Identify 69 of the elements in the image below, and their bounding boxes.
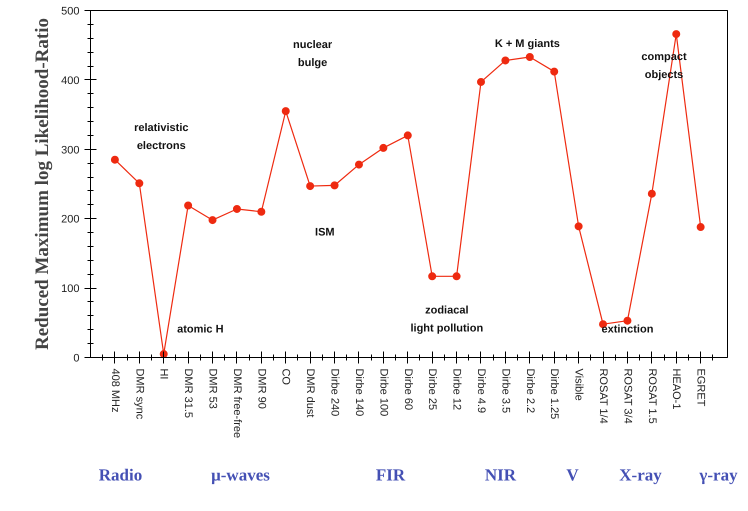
annotation: extinction [601,324,654,336]
text: Radio [98,466,142,484]
y-tick-label: 200 [61,214,80,226]
text: FIR [376,466,406,484]
x-tick-label: Dirbe 60 [402,368,414,410]
y-tick-label: 300 [61,144,80,156]
x-tick-label: DMR 31.5 [182,368,194,418]
x-tick-label: Dirbe 240 [328,368,341,416]
point [306,182,314,190]
point [208,216,217,224]
x-tick-label: ROSAT 3/4 [621,368,634,424]
x-tick-label: DMR 53 [206,368,219,409]
x-tick-label: ROSAT 1.5 [646,368,658,424]
x-tick-label: Dirbe 3.5 [499,368,512,414]
y-axis-title: Reduced Maximum log Likelihood-Ratio [32,18,54,350]
x-tick-label: DMR free-free [230,368,243,438]
point [428,272,436,280]
x-tick-label: CO [280,368,292,386]
x-tick-label: Dirbe 140 [352,368,365,416]
annotation: atomic H [177,324,224,336]
text: X-ray [619,466,662,484]
x-tick-label: DMR 90 [255,368,268,409]
x-tick-label: Dirbe 100 [377,368,390,416]
point [184,202,192,210]
annotation: ISM [315,226,335,239]
x-tick-label: Visible [572,368,585,401]
x-tick-label: Dirbe 1.25 [548,368,560,420]
point [354,160,363,169]
x-tick-label: ROSAT 1/4 [597,368,610,424]
annotation: K + M giants [494,38,560,50]
annotation: nuclear bulge [293,39,333,70]
x-tick-label: Dirbe 25 [426,368,438,410]
point [672,30,680,38]
text: μ-waves [211,466,270,484]
x-tick-label: Dirbe 12 [450,368,463,410]
point [282,107,290,116]
point [477,78,485,86]
y-tick-label: 400 [61,74,80,87]
point [574,222,583,230]
point [452,272,461,280]
text: γ-ray [698,466,738,484]
x-tick-label: EGRET [694,368,707,407]
y-tick-label: 100 [61,283,80,296]
x-tick-label: 408 MHz [108,368,121,413]
point [501,56,510,64]
point [648,190,656,198]
x-tick-label: DMR dust [304,368,316,418]
point [110,156,119,164]
y-tick-label: 500 [61,6,80,18]
point [257,208,266,216]
point [379,144,388,152]
point [696,223,705,232]
x-tick-label: Dirbe 2.2 [524,368,536,414]
point [623,316,632,325]
annotation: zodiacal light pollution [410,304,484,334]
point [330,181,339,190]
x-tick-label: HI [158,368,170,380]
x-tick-label: HEAO-1 [670,368,682,410]
text: V [566,466,580,484]
point [526,53,534,61]
x-tick-label: Dirbe 4.9 [475,368,487,414]
y-tick-label: 0 [73,352,80,364]
point [404,131,412,140]
point [232,204,241,213]
point [135,179,144,188]
point [550,68,558,76]
x-tick-label: DMR sync [133,368,146,420]
text: NIR [484,466,517,484]
annotation: relativistic electrons [134,122,188,152]
